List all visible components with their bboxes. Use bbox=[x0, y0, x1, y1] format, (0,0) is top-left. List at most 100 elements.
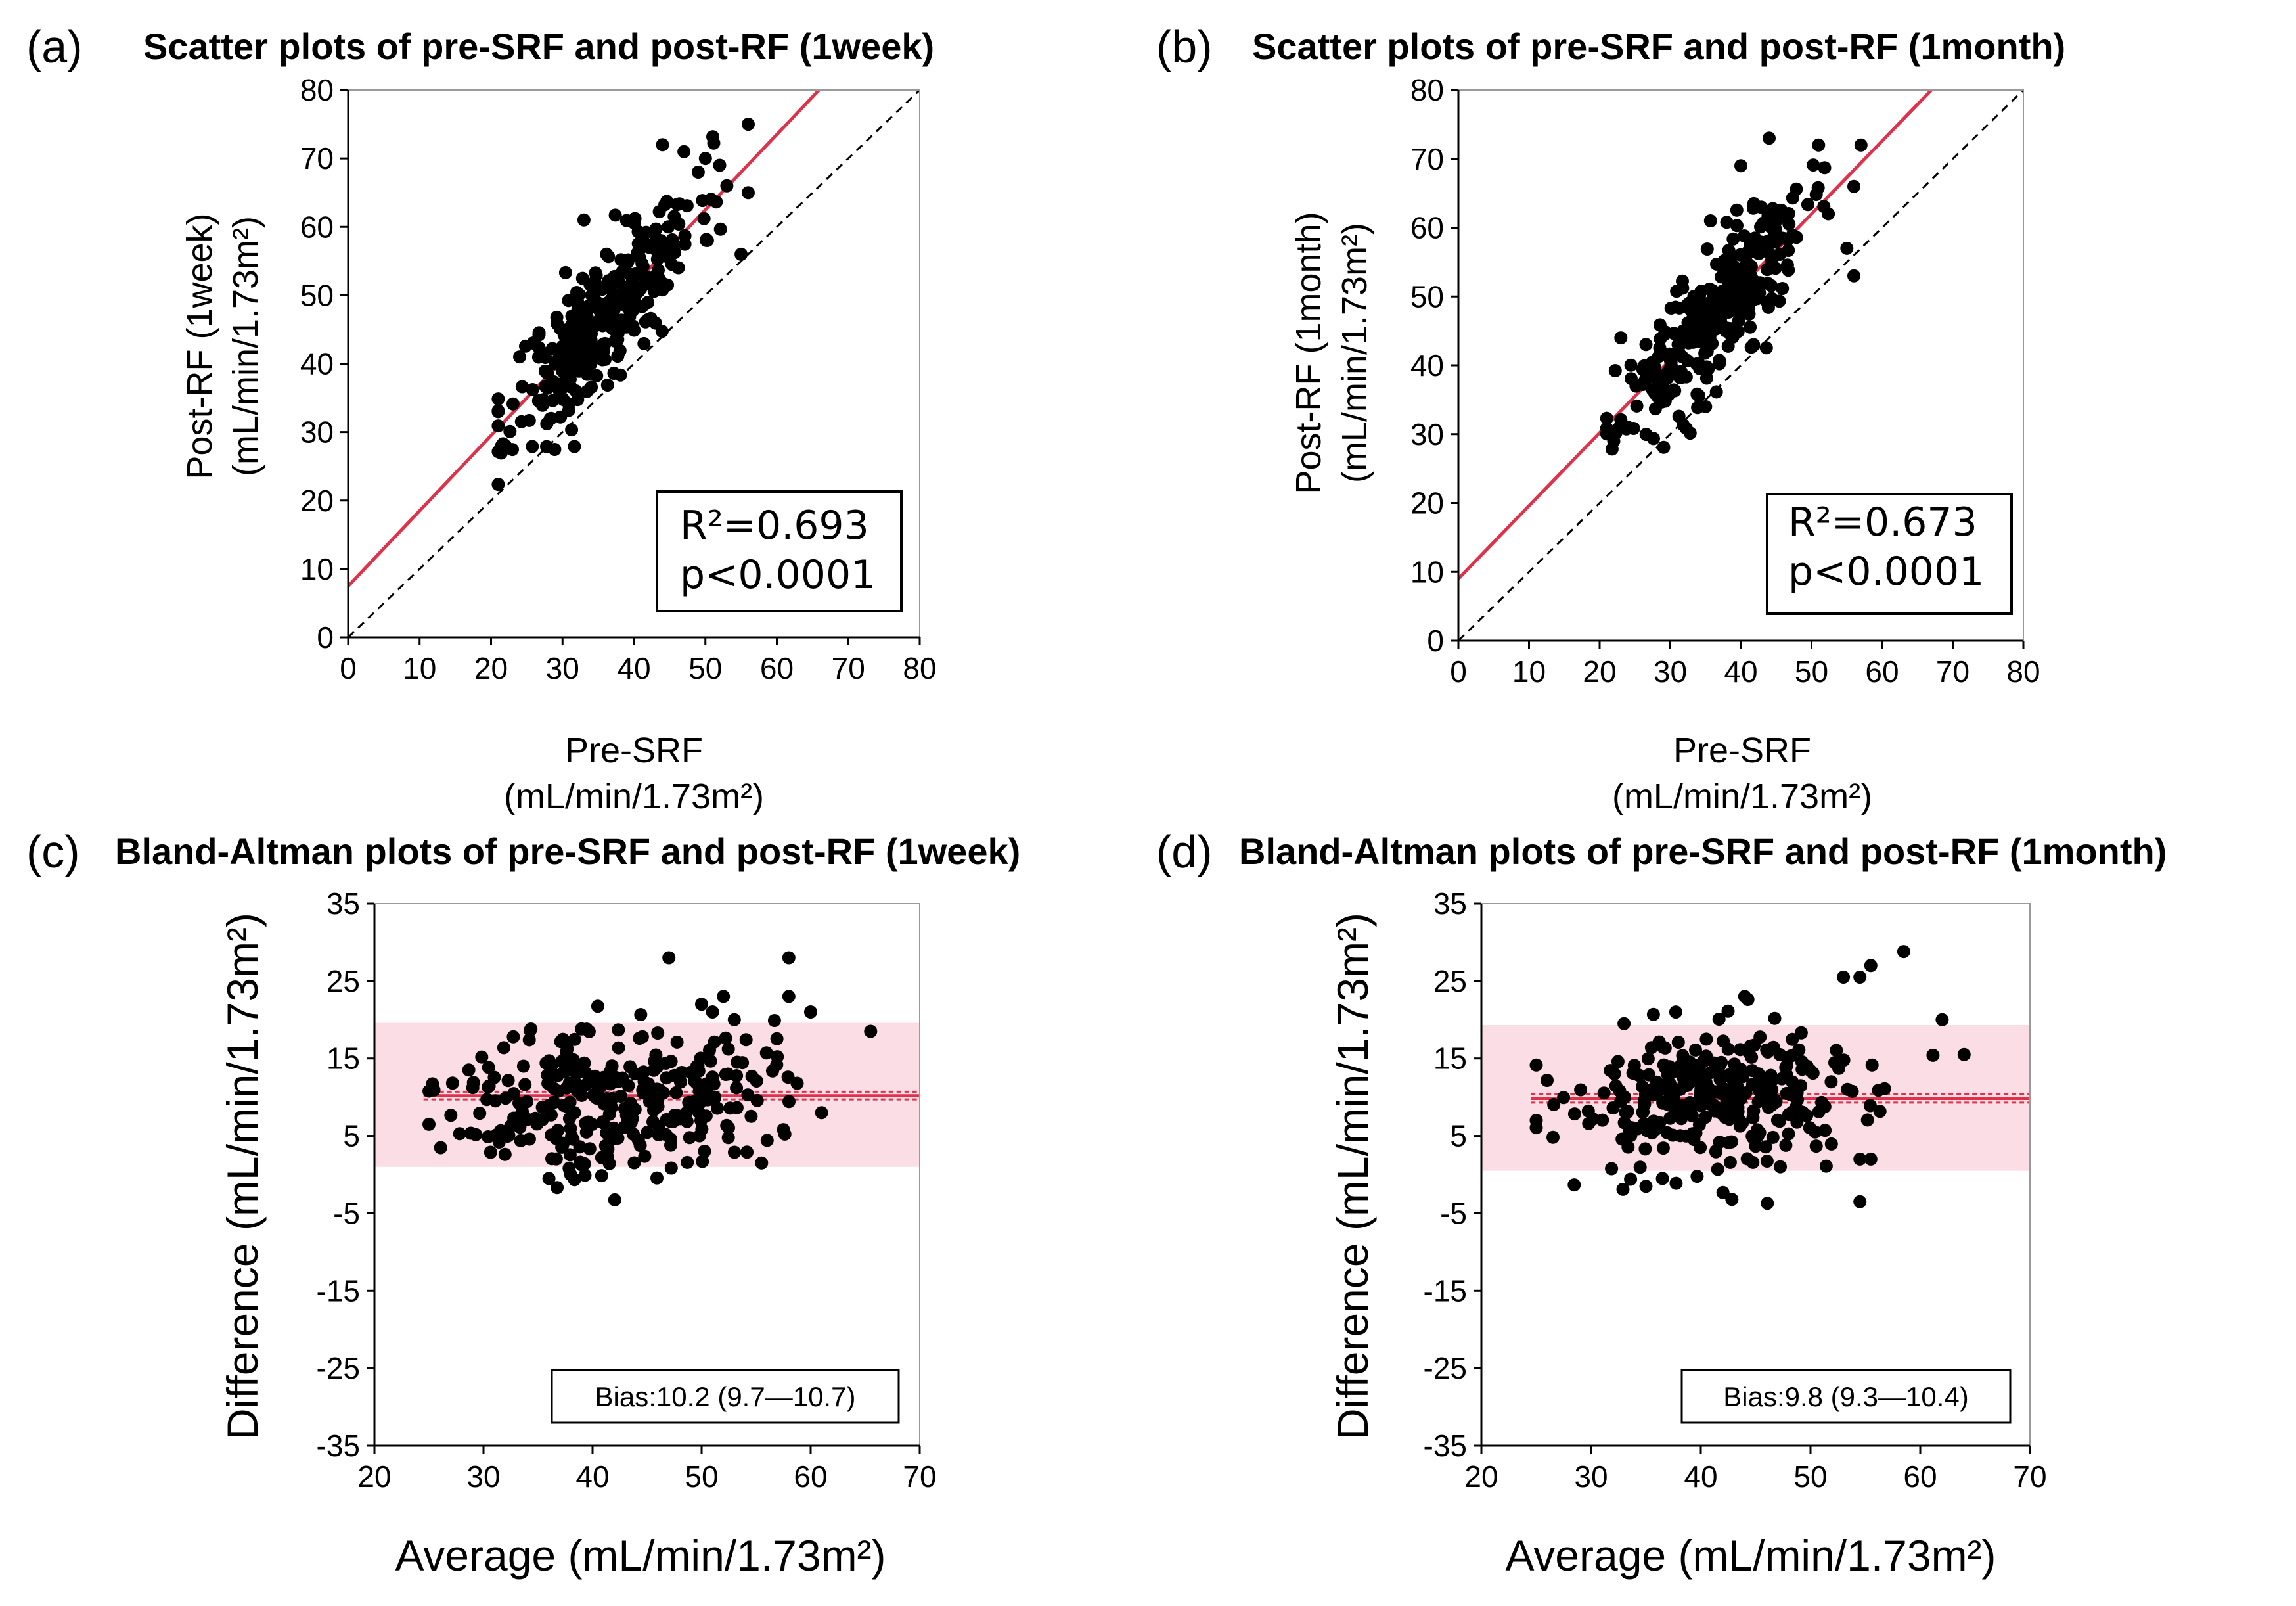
data-point bbox=[572, 364, 586, 378]
data-point bbox=[1600, 411, 1613, 425]
x-tick-label: 40 bbox=[1724, 654, 1757, 689]
data-point bbox=[1716, 1185, 1730, 1199]
data-point bbox=[1728, 260, 1742, 274]
data-point bbox=[713, 222, 727, 236]
data-point bbox=[595, 1151, 608, 1164]
data-point bbox=[475, 1050, 489, 1064]
y-tick-label: 60 bbox=[1410, 211, 1444, 245]
y-tick-label: 0 bbox=[1427, 624, 1444, 658]
data-point bbox=[551, 1068, 564, 1082]
data-point bbox=[1782, 264, 1795, 277]
data-point bbox=[1541, 1074, 1554, 1087]
data-point bbox=[755, 1156, 769, 1170]
data-point bbox=[1705, 316, 1719, 330]
data-point bbox=[1669, 1176, 1683, 1190]
data-point bbox=[1935, 1013, 1949, 1026]
data-point bbox=[627, 1156, 641, 1170]
data-point bbox=[1720, 216, 1734, 229]
data-point bbox=[1632, 1068, 1646, 1082]
data-point bbox=[1663, 353, 1677, 367]
data-point bbox=[551, 1181, 564, 1195]
data-point bbox=[782, 951, 796, 965]
data-point bbox=[639, 225, 653, 239]
x-tick-label: 30 bbox=[546, 651, 579, 685]
data-point bbox=[680, 199, 694, 213]
panel-a-scatter-1week: (a) Scatter plots of pre-SRF and post-RF… bbox=[26, 21, 937, 816]
data-point bbox=[1624, 358, 1638, 372]
marks bbox=[422, 951, 920, 1206]
data-point bbox=[1734, 159, 1747, 173]
data-point bbox=[1819, 1159, 1833, 1173]
y-tick-label: 5 bbox=[343, 1119, 360, 1153]
data-point bbox=[602, 1123, 616, 1137]
data-point bbox=[1878, 1082, 1891, 1095]
data-point bbox=[1759, 1140, 1772, 1154]
data-point bbox=[597, 1070, 610, 1084]
x-tick-label: 70 bbox=[832, 651, 865, 685]
data-point bbox=[462, 1063, 476, 1077]
data-point bbox=[1663, 1060, 1677, 1074]
data-point bbox=[656, 276, 669, 290]
data-point bbox=[1723, 1155, 1737, 1169]
marks bbox=[348, 90, 920, 637]
data-point bbox=[1778, 207, 1792, 220]
x-axis-title: Pre-SRF bbox=[1673, 731, 1811, 770]
data-point bbox=[491, 419, 505, 433]
x-tick-label: 20 bbox=[474, 651, 508, 685]
data-point bbox=[1567, 1178, 1581, 1192]
data-point bbox=[1719, 1111, 1732, 1124]
data-point bbox=[612, 1041, 625, 1055]
data-point bbox=[557, 1099, 571, 1113]
data-point bbox=[1625, 1121, 1638, 1134]
data-point bbox=[671, 261, 685, 275]
data-point bbox=[518, 1078, 532, 1091]
axes bbox=[1457, 89, 2024, 642]
x-tick-label: 40 bbox=[1684, 1459, 1717, 1494]
data-point bbox=[1686, 1109, 1699, 1123]
data-point bbox=[1781, 233, 1795, 246]
data-point bbox=[1647, 432, 1660, 446]
data-point bbox=[1529, 1058, 1543, 1072]
data-point bbox=[497, 1041, 510, 1055]
data-point bbox=[1582, 1116, 1596, 1130]
ticks: 20 30 40 50 60 70 -35 -25 -15 -5 5 15 25 35 bbox=[1424, 886, 2047, 1494]
data-point bbox=[1699, 1032, 1713, 1046]
data-point bbox=[466, 1076, 480, 1090]
data-point bbox=[1617, 1017, 1631, 1030]
data-point bbox=[558, 265, 572, 279]
data-point bbox=[1840, 241, 1854, 255]
data-point bbox=[591, 999, 604, 1013]
y-tick-label: -5 bbox=[333, 1196, 360, 1230]
data-point bbox=[1724, 1135, 1738, 1149]
data-point bbox=[1761, 234, 1775, 248]
x-axis-unit: (mL/min/1.73m²) bbox=[504, 777, 764, 816]
x-tick-label: 20 bbox=[1583, 654, 1616, 689]
y-tick-label: 80 bbox=[300, 73, 334, 107]
data-point bbox=[1824, 1075, 1838, 1089]
data-point bbox=[730, 1069, 744, 1082]
data-point bbox=[607, 367, 621, 380]
y-tick-label: 10 bbox=[1410, 555, 1444, 589]
data-point bbox=[1673, 371, 1687, 384]
data-point bbox=[720, 1118, 734, 1132]
bias-box bbox=[551, 1369, 900, 1424]
data-point bbox=[595, 1169, 608, 1183]
data-point bbox=[678, 237, 692, 251]
data-point bbox=[1748, 285, 1762, 299]
data-point bbox=[563, 1148, 577, 1162]
data-point bbox=[1644, 1041, 1658, 1055]
data-point bbox=[1795, 1063, 1809, 1076]
data-point bbox=[535, 1100, 549, 1114]
data-point bbox=[1713, 1058, 1726, 1072]
data-point bbox=[422, 1117, 436, 1131]
data-point bbox=[542, 1172, 556, 1185]
data-point bbox=[555, 1140, 569, 1154]
data-point bbox=[1747, 1104, 1761, 1118]
data-point bbox=[1768, 1011, 1782, 1025]
data-point bbox=[549, 1152, 563, 1166]
data-point bbox=[736, 1056, 750, 1070]
data-point bbox=[1692, 389, 1706, 403]
y-tick-label: 80 bbox=[1410, 73, 1444, 107]
marks bbox=[1458, 90, 2023, 641]
data-point bbox=[1646, 382, 1659, 396]
